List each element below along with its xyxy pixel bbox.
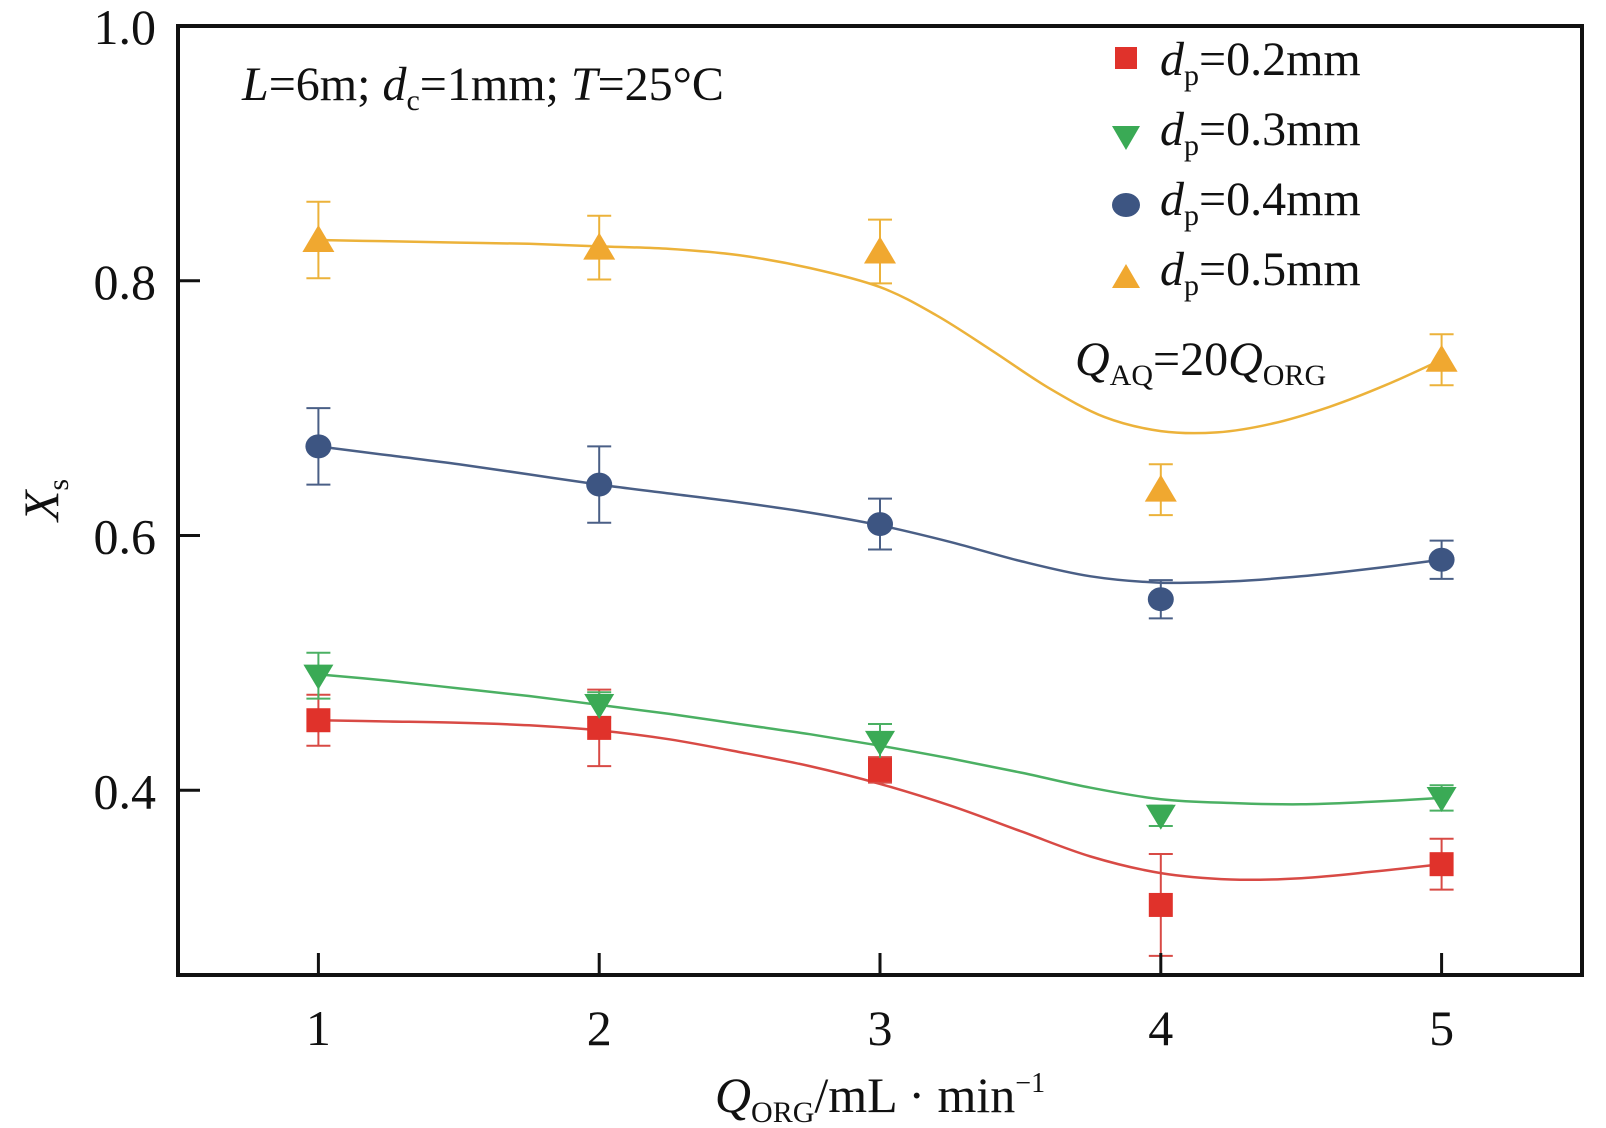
data-point-square [587,715,612,740]
legend-marker-circle [1112,193,1140,217]
fit-lines [318,238,1443,882]
data-point-triangle-up [583,232,616,260]
data-point-triangle-down [1145,804,1176,830]
data-point-square [1429,852,1454,877]
data-point-square [868,757,892,782]
data-point-triangle-up [1144,474,1177,502]
legend-label: dp=0.3mm [1160,103,1361,162]
fit-line-series-3 [318,238,1443,435]
data-point-triangle-up [864,236,896,264]
legend-marker-triangle-down [1112,126,1140,150]
data-point-triangle-down [303,664,334,690]
legend-item-dp-0-2: dp=0.2mm [1115,33,1361,92]
fit-line-series-0 [318,718,1442,882]
legend: dp=0.2mm dp=0.3mm dp=0.4mm dp=0.5mm [1112,33,1361,302]
x-tick-label: 1 [306,1000,331,1056]
data-point-circle [1428,547,1455,572]
data-point-triangle-up [1425,344,1458,372]
legend-label: dp=0.4mm [1160,173,1361,232]
data-point-circle [867,512,893,537]
data-point-triangle-up [302,225,335,253]
x-axis-title: QORG/mL · min−1 [715,1067,1045,1128]
data-point-triangle-down [865,730,895,756]
tick-labels: 1 2 3 4 5 0.4 0.6 0.8 1.0 [94,0,1455,1056]
y-tick-label: 0.8 [94,254,157,310]
data-point-triangle-down [584,693,615,719]
data-point-triangle-down [1426,786,1457,812]
x-tick-label: 3 [868,1000,893,1056]
legend-marker-triangle-up [1112,264,1140,288]
data-point-circle [305,434,332,459]
data-point-square [1148,892,1173,917]
legend-item-dp-0-4: dp=0.4mm [1112,173,1361,232]
data-markers [302,225,1458,917]
data-point-circle [1147,587,1174,612]
x-tick-label: 4 [1148,1000,1173,1056]
legend-label: dp=0.2mm [1160,33,1361,92]
legend-item-dp-0-5: dp=0.5mm [1112,243,1361,302]
data-point-square [306,708,331,733]
y-tick-label: 0.6 [94,509,157,565]
conditions-annotation: L=6m; dc=1mm; T=25°C [241,58,724,117]
flow-ratio-annotation: QAQ=20QORG [1075,333,1326,392]
legend-label: dp=0.5mm [1160,243,1361,302]
y-tick-label: 1.0 [94,0,157,55]
legend-item-dp-0-3: dp=0.3mm [1112,103,1361,162]
axis-ticks [178,24,1444,975]
data-point-circle [586,472,613,497]
y-axis-title: Xs [13,479,75,523]
x-tick-label: 2 [587,1000,612,1056]
x-tick-label: 5 [1429,1000,1454,1056]
y-tick-label: 0.4 [94,763,157,819]
legend-marker-square [1115,47,1137,69]
